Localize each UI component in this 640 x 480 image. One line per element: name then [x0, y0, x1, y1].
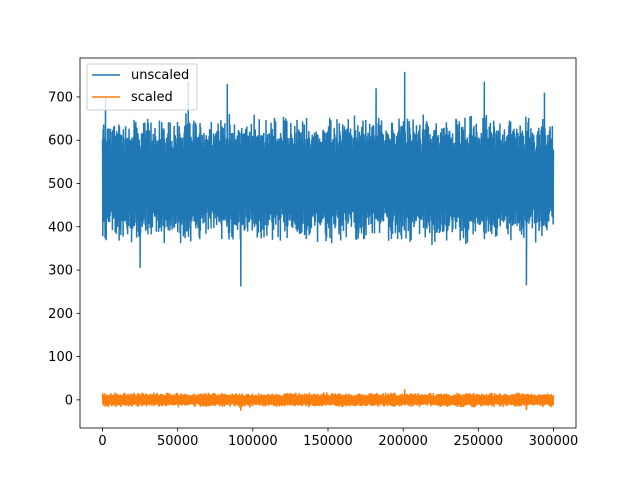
legend: unscaled scaled: [86, 63, 198, 111]
y-tick-label: 500: [48, 177, 73, 192]
series-line-scaled: [101, 389, 555, 411]
y-tick-label: 400: [48, 220, 73, 235]
x-tick-label: 0: [98, 434, 106, 449]
y-tick-label: 300: [48, 264, 73, 279]
x-tick-label: 300000: [529, 434, 579, 449]
x-tick-label: 200000: [378, 434, 428, 449]
y-axis: 0 100 200 300 400 500 600 700: [48, 90, 80, 408]
legend-label-scaled: scaled: [131, 90, 173, 105]
y-tick-label: 100: [48, 350, 73, 365]
x-axis: 0 50000 100000 150000 200000 250000 300000: [98, 428, 578, 449]
y-tick-label: 600: [48, 134, 73, 149]
x-tick-label: 50000: [157, 434, 198, 449]
series-layer: [101, 71, 555, 411]
y-tick-label: 0: [65, 393, 73, 408]
x-tick-label: 250000: [453, 434, 503, 449]
x-tick-label: 100000: [228, 434, 278, 449]
y-tick-label: 200: [48, 307, 73, 322]
legend-label-unscaled: unscaled: [131, 68, 189, 83]
series-line-unscaled: [101, 71, 555, 287]
y-tick-label: 700: [48, 90, 73, 105]
x-tick-label: 150000: [303, 434, 353, 449]
